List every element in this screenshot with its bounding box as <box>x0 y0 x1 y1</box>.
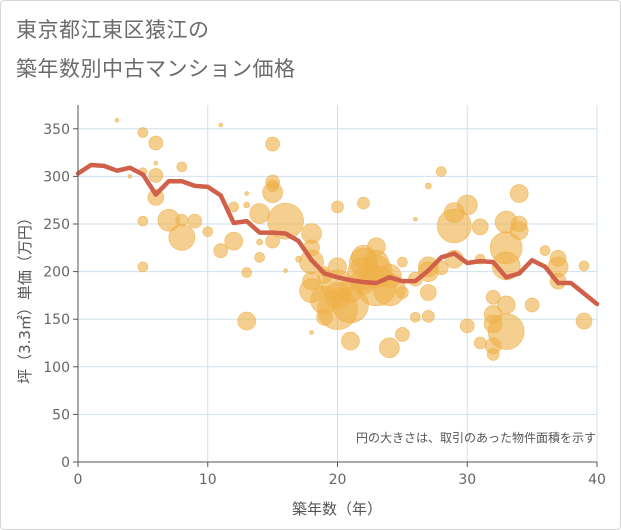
data-bubble <box>213 243 229 258</box>
y-tick-label: 350 <box>43 122 70 138</box>
data-bubble <box>218 122 224 128</box>
chart-title-line-1: 東京都江東区猿江の <box>16 18 210 42</box>
y-tick-label: 200 <box>43 265 70 281</box>
data-bubble <box>471 218 489 236</box>
data-bubble <box>249 203 270 224</box>
data-bubble <box>341 331 360 351</box>
data-bubble <box>228 201 239 213</box>
data-bubble <box>243 201 250 209</box>
data-bubble <box>148 135 164 151</box>
data-bubble <box>435 166 447 177</box>
data-bubble <box>491 251 521 281</box>
data-bubble <box>241 267 252 278</box>
data-bubble <box>433 260 449 276</box>
data-bubble <box>357 196 370 210</box>
data-bubble <box>496 295 516 315</box>
data-bubble <box>397 256 408 268</box>
data-bubble <box>267 202 304 240</box>
data-bubble <box>148 168 164 183</box>
average-price-line <box>75 162 600 307</box>
data-bubble <box>578 260 590 272</box>
data-bubble <box>456 194 478 216</box>
x-tick-label: 0 <box>74 472 83 488</box>
data-bubble <box>114 117 120 123</box>
bubble-layer <box>114 117 593 361</box>
data-bubble <box>413 216 418 222</box>
data-bubble <box>137 127 149 138</box>
data-bubble <box>395 327 410 342</box>
x-tick-label: 30 <box>458 472 476 488</box>
data-bubble <box>487 313 525 350</box>
chart-title-line-2: 築年数別中古マンション価格 <box>16 57 296 81</box>
data-bubble <box>379 337 400 359</box>
data-bubble <box>262 182 283 203</box>
data-bubble <box>420 284 437 301</box>
data-bubble <box>331 200 344 214</box>
data-bubble <box>254 252 265 263</box>
x-tick-label: 40 <box>588 472 606 488</box>
data-bubble <box>127 174 133 179</box>
data-bubble <box>410 311 421 323</box>
data-bubble <box>153 160 159 166</box>
data-bubble <box>473 336 487 350</box>
data-bubble <box>575 312 593 330</box>
data-bubble <box>175 213 189 227</box>
data-bubble <box>396 286 409 299</box>
x-axis-label: 築年数（年） <box>292 500 382 518</box>
y-tick-label: 250 <box>43 217 70 233</box>
data-bubble <box>265 136 280 152</box>
data-bubble <box>137 215 149 227</box>
data-bubble <box>425 182 432 190</box>
data-bubble <box>539 245 551 256</box>
trend-line-layer <box>75 162 600 307</box>
data-bubble <box>509 184 529 203</box>
data-bubble <box>202 226 214 237</box>
data-bubble <box>486 348 500 361</box>
data-bubble <box>509 221 529 240</box>
axes: 0 50 100 150 200 250 300 350 0 10 20 30 40 <box>43 105 606 488</box>
data-bubble <box>256 238 263 246</box>
data-bubble <box>524 297 540 313</box>
data-bubble <box>224 231 243 251</box>
data-bubble <box>168 224 196 251</box>
data-bubble <box>309 330 314 335</box>
data-bubble <box>137 261 149 273</box>
y-tick-label: 0 <box>61 455 70 471</box>
y-tick-label: 50 <box>52 407 70 423</box>
y-tick-label: 100 <box>43 360 70 376</box>
data-bubble <box>244 191 249 196</box>
data-bubble <box>283 268 288 273</box>
data-bubble <box>176 161 188 173</box>
y-tick-label: 300 <box>43 169 70 185</box>
data-bubble <box>485 290 501 305</box>
y-tick-label: 150 <box>43 312 70 328</box>
data-bubble <box>237 311 256 331</box>
data-bubble <box>422 310 435 323</box>
x-tick-label: 20 <box>329 472 347 488</box>
data-bubble <box>459 318 475 334</box>
y-axis-label: 坪（3.3㎡）単価（万円） <box>16 210 34 384</box>
x-tick-label: 10 <box>199 472 217 488</box>
chart-annotation: 円の大きさは、取引のあった物件面積を示す <box>356 430 596 445</box>
data-bubble <box>436 208 472 244</box>
data-bubble <box>187 213 203 229</box>
